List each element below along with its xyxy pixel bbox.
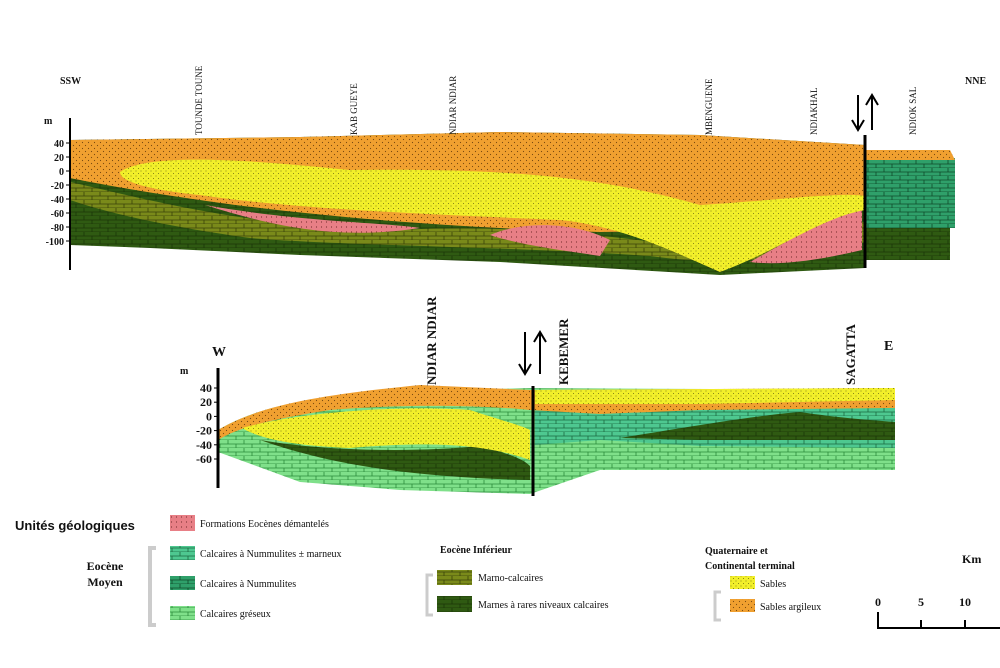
scale-bar: Km 0 5 10 <box>875 552 1000 629</box>
scale-label: 10 <box>959 595 971 609</box>
y-tick-label: -20 <box>196 424 212 438</box>
locality: MBENGUENE <box>704 78 714 135</box>
bracket <box>148 546 156 627</box>
bracket <box>713 590 721 622</box>
y-tick-label: -40 <box>51 195 64 206</box>
locality: NDIOK SAL <box>908 87 918 135</box>
layer-marnes <box>260 412 895 480</box>
y-tick-label: 0 <box>206 409 212 423</box>
swatch <box>437 596 472 612</box>
legend: Unités géologiques Formations Eocènes dé… <box>15 515 821 627</box>
group-title: Moyen <box>87 575 123 589</box>
legend-item: Calcaires à Nummulites <box>200 579 296 590</box>
legend-item: Marnes à rares niveaux calcaires <box>478 600 609 611</box>
direction-right: E <box>884 339 893 354</box>
y-tick-label: 0 <box>59 167 64 178</box>
swatch <box>437 570 472 585</box>
scale-label: 5 <box>918 595 924 609</box>
swatch <box>170 546 195 560</box>
swatch <box>730 576 755 589</box>
scale-label: 0 <box>875 595 881 609</box>
y-tick-label: 20 <box>54 153 64 164</box>
fault-arrows <box>851 93 879 132</box>
direction-left: SSW <box>60 76 81 87</box>
group-title: Eocène Inférieur <box>440 545 512 556</box>
layer-sables-argileux <box>865 150 955 160</box>
y-tick-label: -80 <box>51 223 64 234</box>
y-tick-label: -60 <box>196 452 212 466</box>
y-tick-label: 40 <box>54 139 64 150</box>
locality: NDIAR NDIAR <box>424 296 439 385</box>
legend-item: Calcaires gréseux <box>200 609 271 620</box>
legend-item: Calcaires à Nummulites ± marneux <box>200 549 342 560</box>
locality: TOUNDE TOUNE <box>194 65 204 135</box>
layer-eocene-demanteles <box>205 205 862 264</box>
y-tick-label: -100 <box>46 237 64 248</box>
y-tick-label: -20 <box>51 181 64 192</box>
legend-item: Sables argileux <box>760 602 821 613</box>
layer-sables <box>120 159 865 272</box>
swatch <box>170 515 195 531</box>
group-title: Continental terminal <box>705 561 795 572</box>
fault-arrows <box>518 330 547 376</box>
group-title: Eocène <box>87 559 124 573</box>
layer-marnes <box>865 228 950 260</box>
layer-sables <box>242 388 895 460</box>
locality: NDIAKHAL <box>809 88 819 136</box>
locality: KAB GUEYE <box>349 83 359 135</box>
unit: m <box>180 366 189 377</box>
legend-item: Formations Eocènes démantelés <box>200 519 329 530</box>
y-tick-label: -60 <box>51 209 64 220</box>
y-tick-label: 20 <box>200 395 212 409</box>
legend-title: Unités géologiques <box>15 518 135 533</box>
unit: m <box>44 116 53 127</box>
scale-unit: Km <box>962 552 981 566</box>
swatch <box>730 599 755 612</box>
layer-calcaires-nummulites <box>865 158 955 228</box>
swatch <box>170 606 195 620</box>
locality: KEBEMER <box>556 318 571 385</box>
direction-right: NNE <box>965 76 986 87</box>
section-1: SSW NNE m 40 20 0 -20 -40 -60 -80 -100 TOUNDE T… <box>44 65 986 275</box>
y-tick-label: -40 <box>196 438 212 452</box>
legend-item: Marno-calcaires <box>478 573 543 584</box>
direction-left: W <box>212 345 226 360</box>
bracket <box>425 573 433 617</box>
legend-item: Sables <box>760 579 786 590</box>
y-tick-label: 40 <box>200 381 212 395</box>
locality: NDIAR NDIAR <box>448 76 458 135</box>
scale-line <box>877 612 1000 629</box>
swatch <box>170 576 195 590</box>
locality: SAGATTA <box>843 323 858 385</box>
group-title: Quaternaire et <box>705 546 769 557</box>
